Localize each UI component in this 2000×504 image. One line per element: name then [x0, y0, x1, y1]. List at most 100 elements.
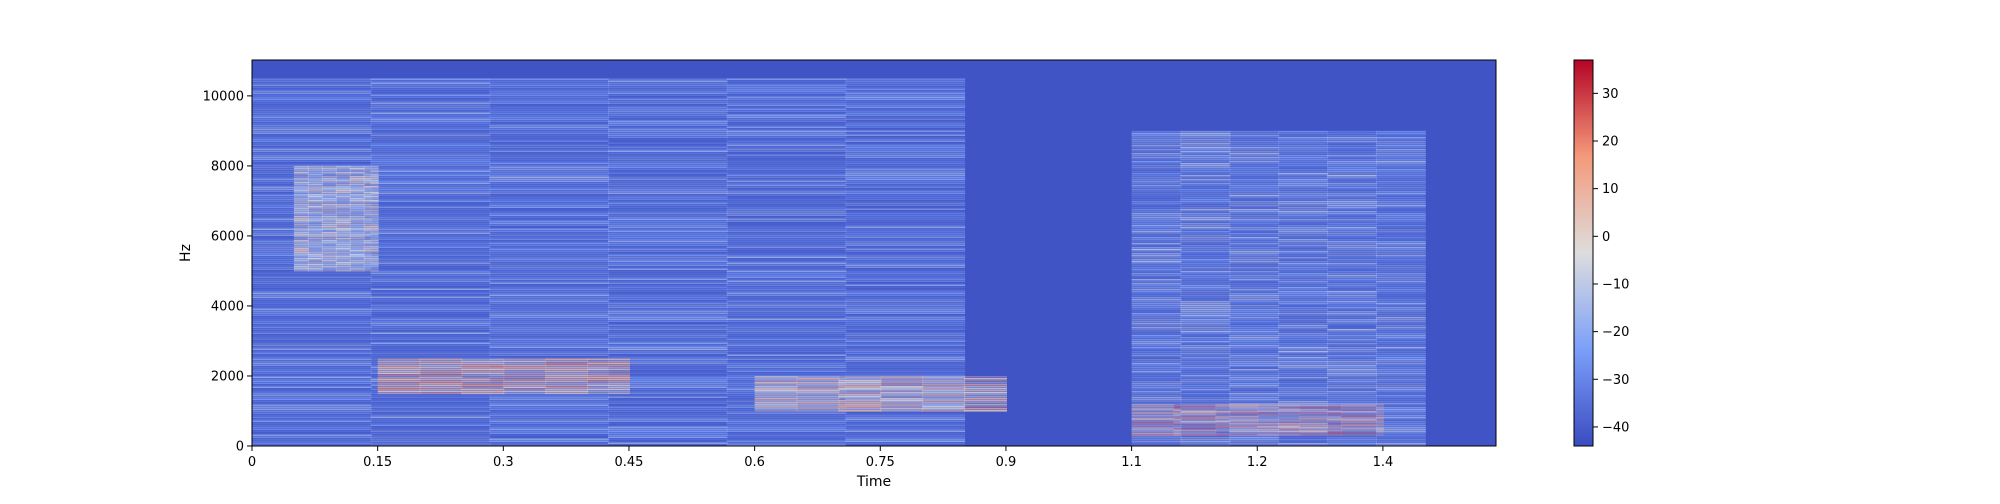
- heatmap-cell: [845, 120, 966, 122]
- heatmap-cell: [1257, 416, 1301, 418]
- heatmap-cell: [726, 318, 847, 320]
- heatmap-cell: [489, 232, 610, 234]
- heatmap-cell: [608, 354, 728, 356]
- heatmap-cell: [726, 110, 847, 112]
- heatmap-cell: [489, 350, 610, 352]
- heatmap-cell: [845, 108, 966, 110]
- heatmap-cell: [1131, 284, 1182, 287]
- heatmap-cell: [335, 219, 351, 222]
- heatmap-cell: [252, 136, 372, 138]
- heatmap-cell: [608, 304, 728, 306]
- heatmap-cell: [1229, 240, 1280, 243]
- heatmap-cell: [349, 177, 365, 180]
- heatmap-cell: [321, 187, 337, 190]
- heatmap-cell: [726, 254, 847, 256]
- heatmap-cell: [1131, 162, 1182, 165]
- heatmap-cell: [489, 432, 610, 434]
- heatmap-cell: [307, 169, 323, 172]
- heatmap-cell: [1180, 300, 1231, 303]
- heatmap-cell: [922, 398, 966, 400]
- heatmap-cell: [370, 166, 491, 168]
- heatmap-cell: [293, 255, 309, 258]
- heatmap-cell: [1180, 434, 1231, 437]
- heatmap-cell: [1131, 374, 1182, 377]
- heatmap-cell: [1131, 368, 1182, 371]
- heatmap-cell: [608, 404, 728, 406]
- heatmap-cell: [1131, 300, 1182, 303]
- heatmap-cell: [1278, 152, 1329, 155]
- heatmap-cell: [489, 294, 610, 296]
- heatmap-cell: [1278, 404, 1329, 407]
- heatmap-cell: [608, 432, 728, 434]
- heatmap-cell: [252, 284, 372, 286]
- heatmap-cell: [370, 326, 491, 328]
- heatmap-cell: [349, 259, 365, 262]
- heatmap-cell: [1278, 304, 1329, 307]
- heatmap-cell: [545, 368, 589, 371]
- heatmap-cell: [1131, 218, 1182, 221]
- heatmap-cell: [363, 211, 379, 214]
- heatmap-cell: [363, 243, 379, 246]
- heatmap-cell: [307, 253, 323, 256]
- heatmap-cell: [335, 249, 351, 252]
- heatmap-cell: [608, 320, 728, 322]
- heatmap-cell: [726, 154, 847, 156]
- heatmap-cell: [608, 382, 728, 384]
- heatmap-cell: [489, 280, 610, 282]
- heatmap-cell: [1173, 434, 1217, 436]
- heatmap-cell: [370, 316, 491, 318]
- heatmap-cell: [293, 253, 309, 256]
- heatmap-cell: [252, 186, 372, 188]
- heatmap-cell: [1180, 218, 1231, 221]
- heatmap-cell: [489, 334, 610, 336]
- heatmap-cell: [293, 251, 309, 254]
- heatmap-cell: [335, 209, 351, 212]
- heatmap-cell: [1180, 368, 1231, 371]
- heatmap-cell: [370, 348, 491, 350]
- heatmap-cell: [1327, 238, 1377, 241]
- heatmap-cell: [726, 158, 847, 160]
- heatmap-cell: [608, 80, 728, 82]
- heatmap-cell: [1229, 168, 1280, 171]
- heatmap-cell: [845, 210, 966, 212]
- heatmap-cell: [845, 420, 966, 422]
- heatmap-cell: [880, 386, 924, 388]
- heatmap-cell: [349, 239, 365, 242]
- heatmap-cell: [363, 245, 379, 248]
- heatmap-cell: [1229, 292, 1280, 295]
- heatmap-cell: [335, 229, 351, 232]
- heatmap-cell: [370, 222, 491, 224]
- heatmap-cell: [1229, 158, 1280, 161]
- heatmap-cell: [838, 388, 882, 390]
- heatmap-cell: [370, 258, 491, 260]
- heatmap-cell: [845, 356, 966, 358]
- heatmap-cell: [349, 269, 365, 272]
- heatmap-cell: [964, 404, 1007, 406]
- heatmap-cell: [252, 408, 372, 410]
- heatmap-cell: [349, 231, 365, 234]
- heatmap-cell: [419, 392, 463, 395]
- heatmap-cell: [1327, 278, 1377, 281]
- heatmap-cell: [845, 368, 966, 370]
- heatmap-cell: [726, 190, 847, 192]
- heatmap-cell: [1278, 442, 1329, 445]
- heatmap-cell: [293, 209, 309, 212]
- heatmap-cell: [489, 100, 610, 102]
- heatmap-cell: [545, 380, 589, 383]
- heatmap-cell: [1375, 164, 1426, 167]
- heatmap-cell: [1327, 222, 1377, 225]
- heatmap-cell: [1229, 216, 1280, 219]
- heatmap-cell: [252, 384, 372, 386]
- heatmap-cell: [1131, 318, 1182, 321]
- heatmap-cell: [1215, 430, 1259, 432]
- heatmap-cell: [880, 406, 924, 408]
- heatmap-cell: [726, 98, 847, 100]
- heatmap-cell: [845, 84, 966, 86]
- heatmap-cell: [363, 185, 379, 188]
- heatmap-cell: [370, 320, 491, 322]
- energy-region: [1131, 404, 1384, 436]
- heatmap-cell: [252, 370, 372, 372]
- heatmap-cell: [489, 256, 610, 258]
- heatmap-cell: [845, 374, 966, 376]
- heatmap-cell: [252, 290, 372, 292]
